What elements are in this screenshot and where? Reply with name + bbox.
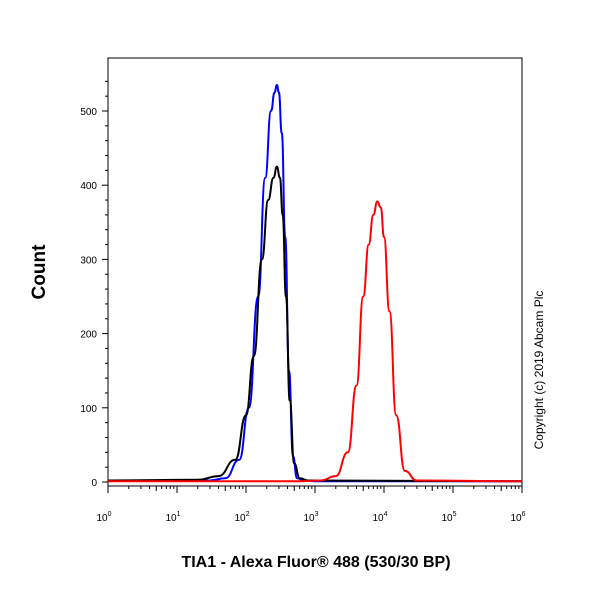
x-tick-label: 106 (510, 511, 525, 524)
y-axis: 0 100 200 300 400 500 (80, 80, 108, 489)
x-axis: 100 101 102 103 104 105 106 (96, 486, 526, 524)
y-tick-label: 400 (80, 181, 97, 192)
y-tick-label: 100 (80, 404, 97, 415)
series-line-1 (108, 83, 522, 483)
x-axis-label: TIA1 - Alexa Fluor® 488 (530/30 BP) (181, 554, 450, 571)
x-tick-label: 105 (441, 511, 456, 524)
y-tick-label: 300 (80, 255, 97, 266)
series-layer (107, 83, 523, 483)
y-tick-label: 0 (91, 478, 97, 489)
x-tick-label: 101 (165, 511, 180, 524)
y-axis-label: Count (29, 244, 50, 300)
series-line-3 (108, 200, 523, 483)
plot-frame (107, 57, 523, 487)
series-line-2 (107, 165, 523, 483)
x-tick-label: 104 (372, 511, 387, 524)
y-tick-label: 200 (80, 330, 97, 341)
x-tick-label: 103 (303, 511, 318, 524)
y-tick-label: 500 (80, 107, 97, 118)
x-tick-label: 100 (96, 511, 111, 524)
x-tick-label: 102 (234, 511, 249, 524)
copyright-annotation: Copyright (c) 2019 Abcam Plc (532, 291, 546, 450)
